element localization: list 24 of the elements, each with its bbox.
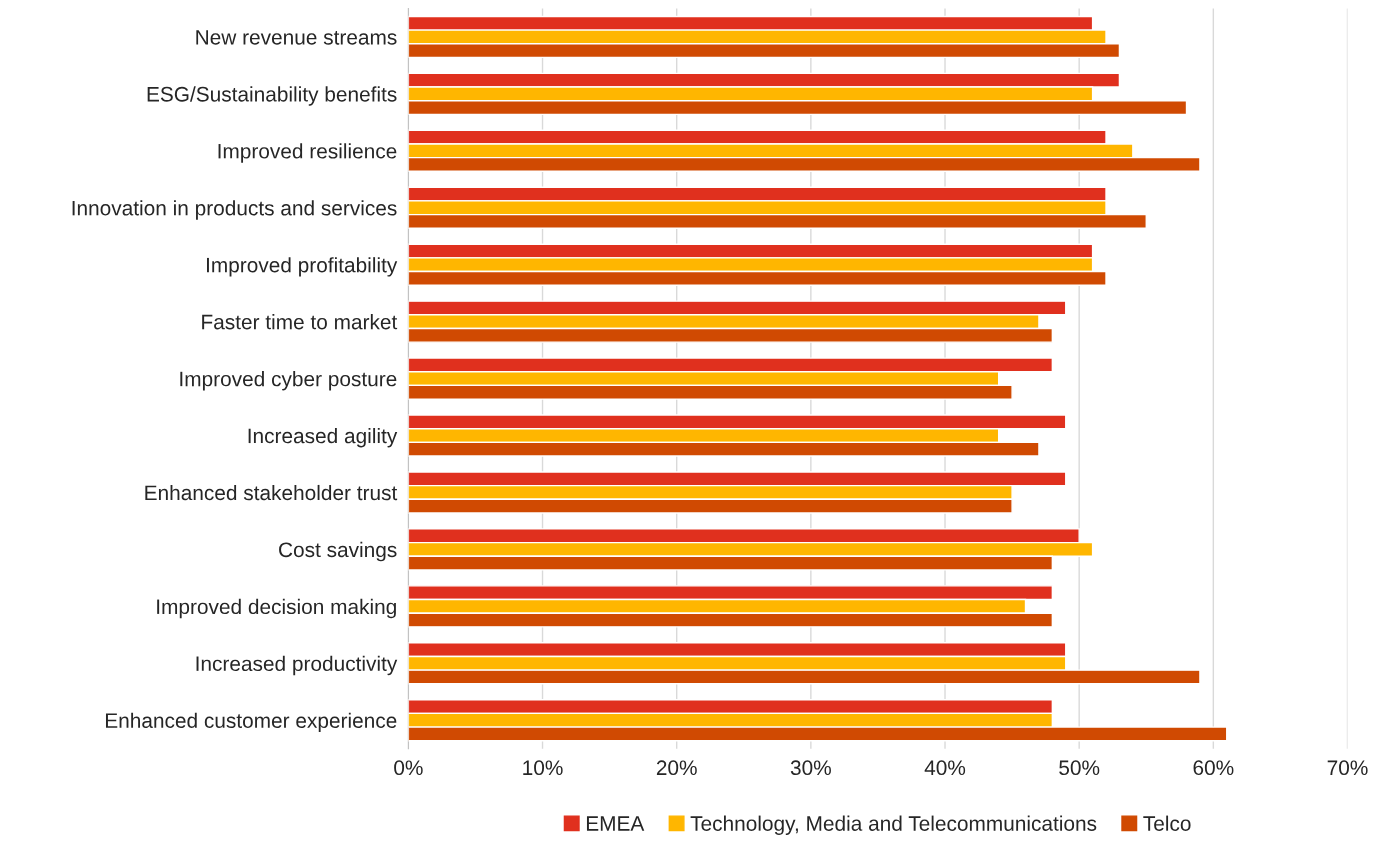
x-tick-label: 10% xyxy=(523,760,563,776)
y-tick-label: Enhanced customer experience xyxy=(105,712,397,733)
y-tick-label: Increased productivity xyxy=(196,655,398,676)
y-tick-label: Innovation in products and services xyxy=(72,200,397,220)
x-tick-label: 30% xyxy=(790,760,831,776)
legend-label: Technology, Media and Telecommunications xyxy=(690,815,1097,835)
legend-label: Telco xyxy=(1143,815,1191,831)
y-tick-label: Improved cyber posture xyxy=(180,371,397,391)
y-tick-label: Increased agility xyxy=(248,427,398,448)
legend-label: EMEA xyxy=(586,816,645,831)
y-tick-label: Cost savings xyxy=(279,541,397,562)
x-tick-label: 70% xyxy=(1327,760,1368,776)
x-tick-label: 0% xyxy=(394,760,423,776)
y-tick-label: Improved profitability xyxy=(206,257,398,277)
y-tick-label: New revenue streams xyxy=(196,30,397,45)
y-tick-label: ESG/Sustainability benefits xyxy=(147,86,397,106)
x-tick-label: 40% xyxy=(924,760,966,776)
y-tick-label: Improved resilience xyxy=(218,143,397,163)
y-tick-label: Enhanced stakeholder trust xyxy=(145,484,398,501)
x-tick-label: 20% xyxy=(656,760,697,776)
x-tick-label: 60% xyxy=(1193,760,1234,776)
y-tick-label: Faster time to market xyxy=(202,314,398,330)
y-tick-label: Improved decision making xyxy=(157,598,396,619)
x-tick-label: 50% xyxy=(1059,760,1100,776)
